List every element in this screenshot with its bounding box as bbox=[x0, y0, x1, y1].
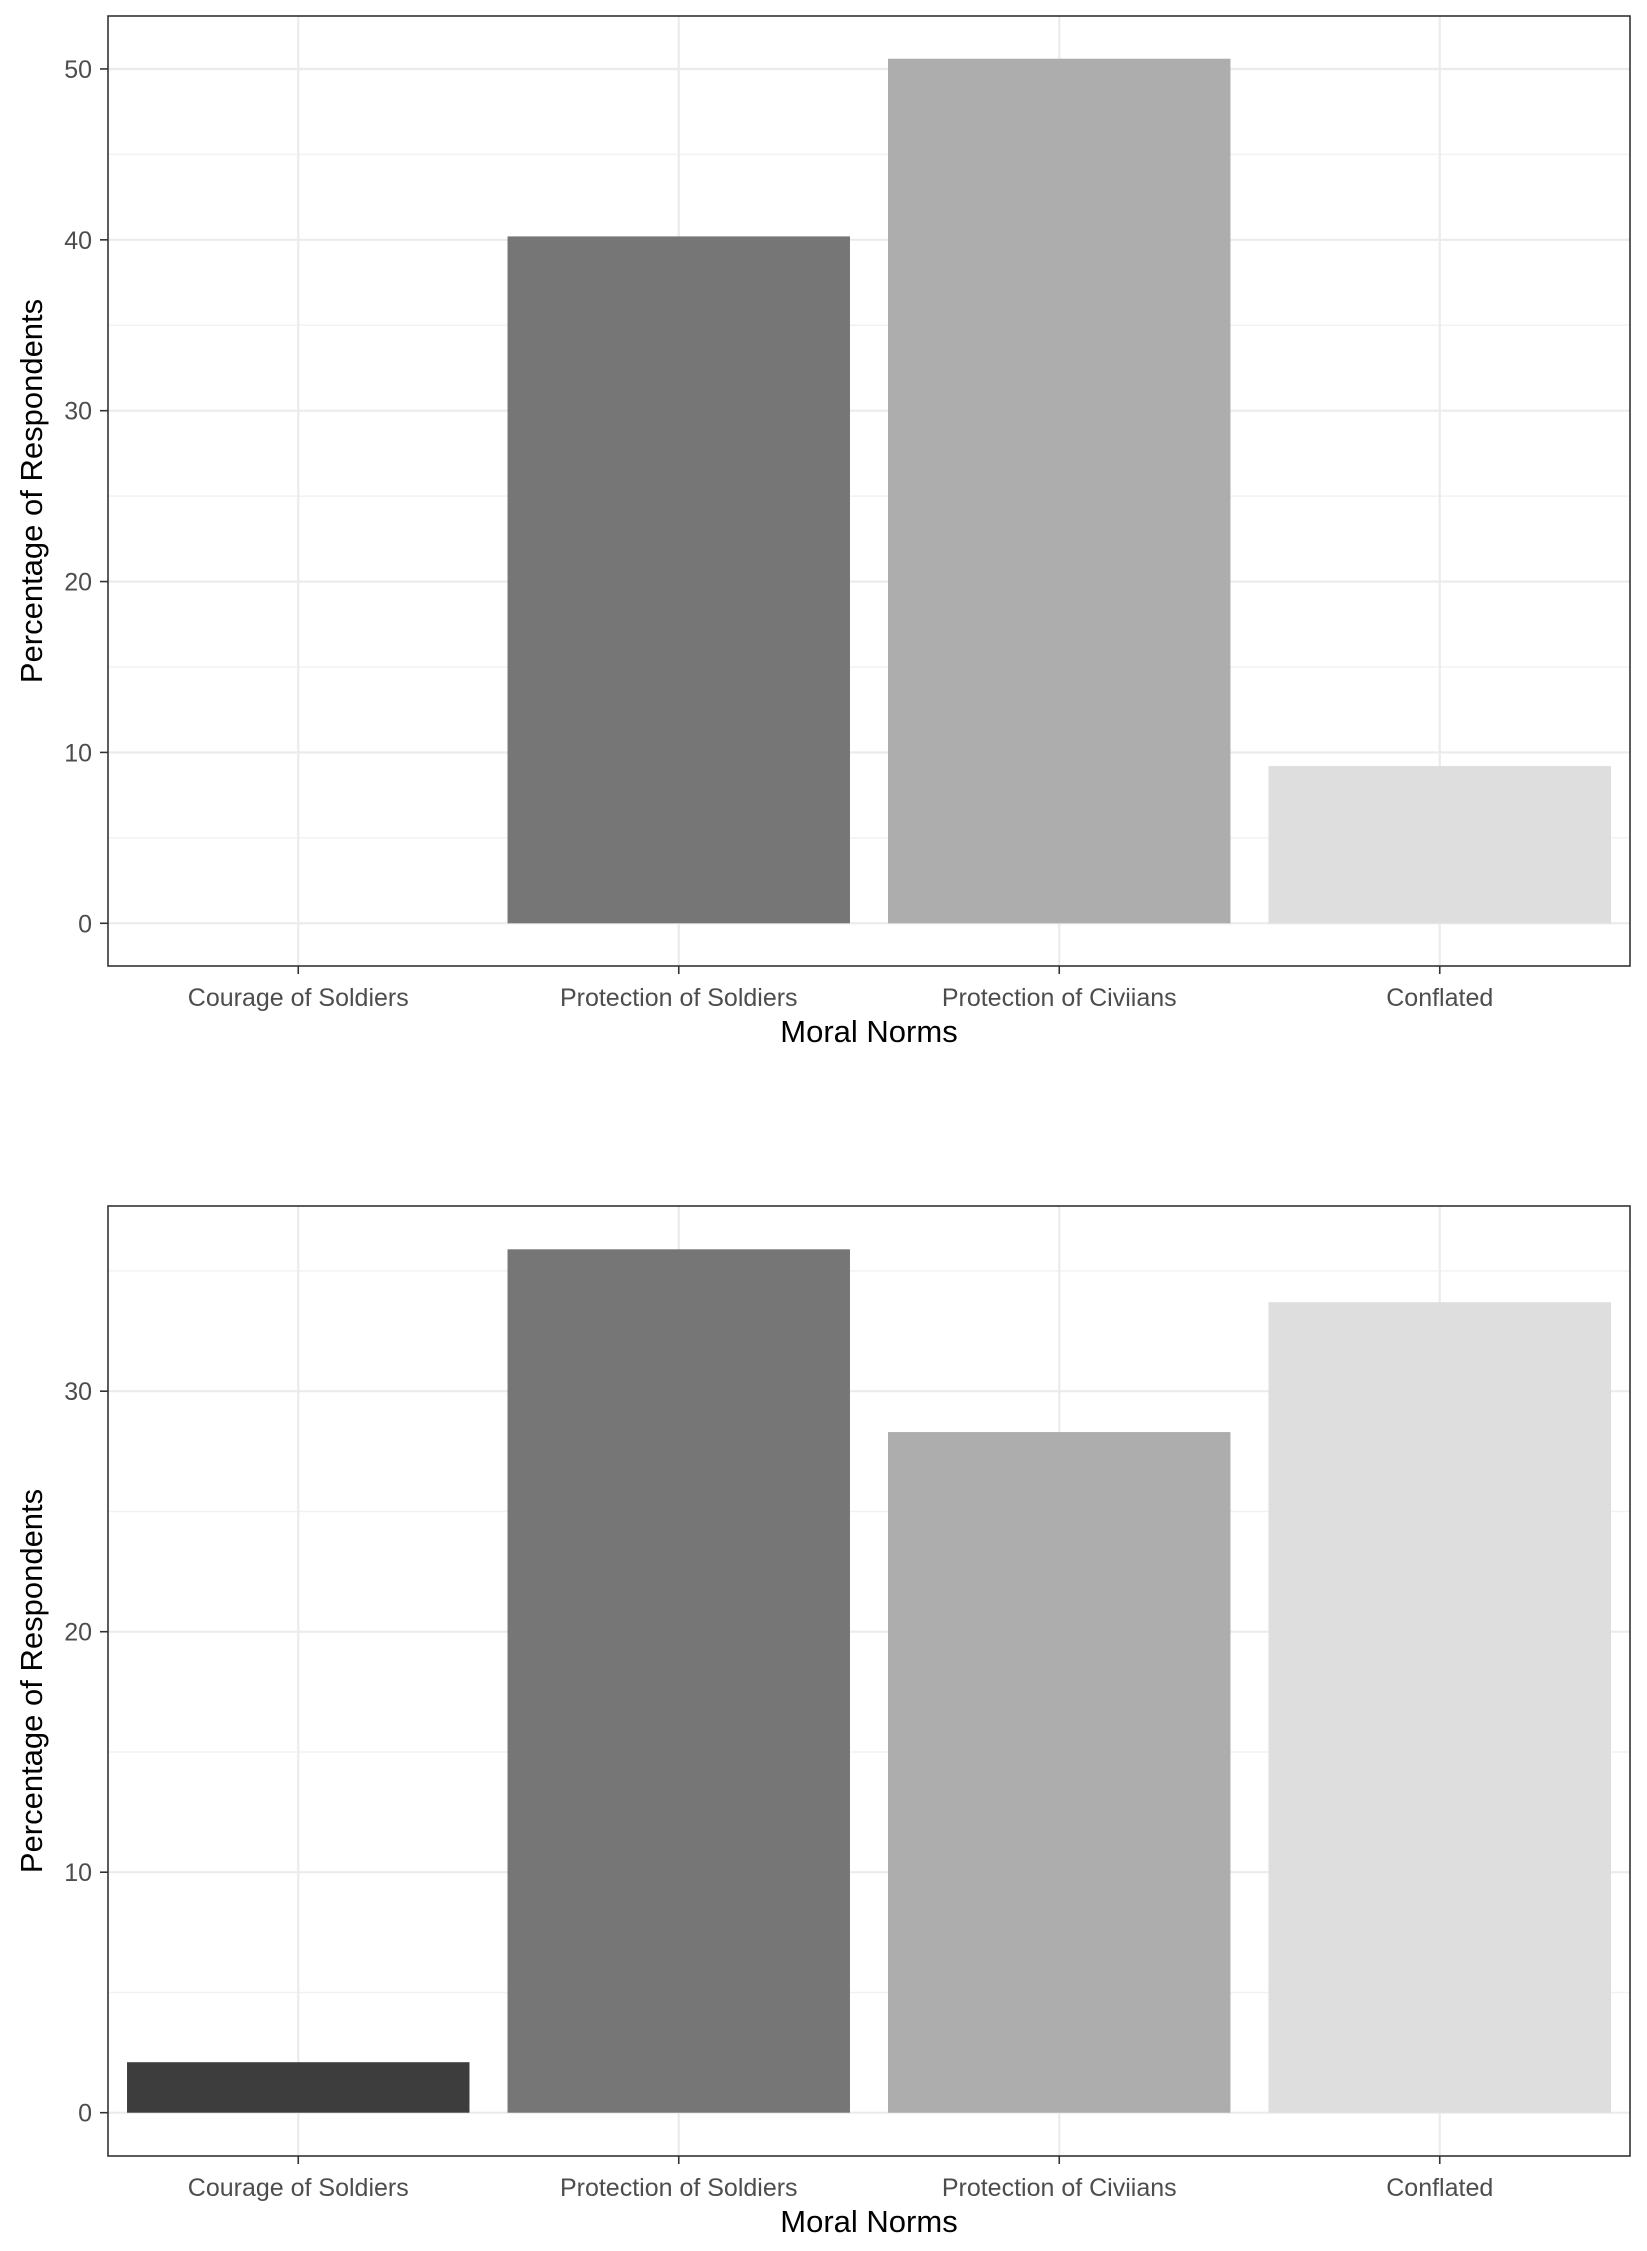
x-tick-label: Protection of Soldiers bbox=[560, 984, 798, 1012]
bar-conflated bbox=[1268, 1302, 1611, 2113]
bar-protection-of-civiians bbox=[888, 1432, 1231, 2113]
chart-bottom: 0 10 20 30 Courage of Soldiers Protection of … bbox=[14, 1205, 1631, 2239]
x-tick-label: Conflated bbox=[1386, 2174, 1493, 2202]
x-axis-title: Moral Norms bbox=[780, 1014, 957, 1049]
y-tick-label: 0 bbox=[78, 910, 92, 938]
bar-courage-of-soldiers bbox=[127, 2062, 470, 2113]
bar-protection-of-soldiers bbox=[507, 1249, 850, 2113]
y-tick-label: 40 bbox=[64, 227, 92, 255]
y-tick-label: 10 bbox=[64, 1859, 92, 1887]
bar-protection-of-civiians bbox=[888, 58, 1231, 924]
y-tick-label: 30 bbox=[64, 1378, 92, 1406]
bar-protection-of-soldiers bbox=[507, 236, 850, 924]
x-tick-label: Conflated bbox=[1386, 984, 1493, 1012]
x-tick-label: Courage of Soldiers bbox=[188, 2174, 409, 2202]
x-tick-label: Protection of Soldiers bbox=[560, 2174, 798, 2202]
y-tick-label: 10 bbox=[64, 739, 92, 767]
x-axis-title: Moral Norms bbox=[780, 2204, 957, 2239]
y-axis-title: Percentage of Respondents bbox=[14, 299, 49, 683]
y-tick-label: 30 bbox=[64, 398, 92, 426]
x-tick-label: Courage of Soldiers bbox=[188, 984, 409, 1012]
plot-border bbox=[107, 1205, 1631, 2157]
plot-border bbox=[107, 15, 1631, 967]
y-tick-label: 20 bbox=[64, 569, 92, 597]
x-tick-label: Protection of Civiians bbox=[942, 984, 1177, 1012]
y-tick-label: 50 bbox=[64, 56, 92, 84]
y-tick-label: 20 bbox=[64, 1619, 92, 1647]
y-tick-label: 0 bbox=[78, 2100, 92, 2128]
chart-top: 0 10 20 30 40 50 Courage of Soldiers Protection… bbox=[14, 15, 1631, 1049]
bar-conflated bbox=[1268, 766, 1611, 924]
y-axis-title: Percentage of Respondents bbox=[14, 1489, 49, 1873]
x-tick-label: Protection of Civiians bbox=[942, 2174, 1177, 2202]
